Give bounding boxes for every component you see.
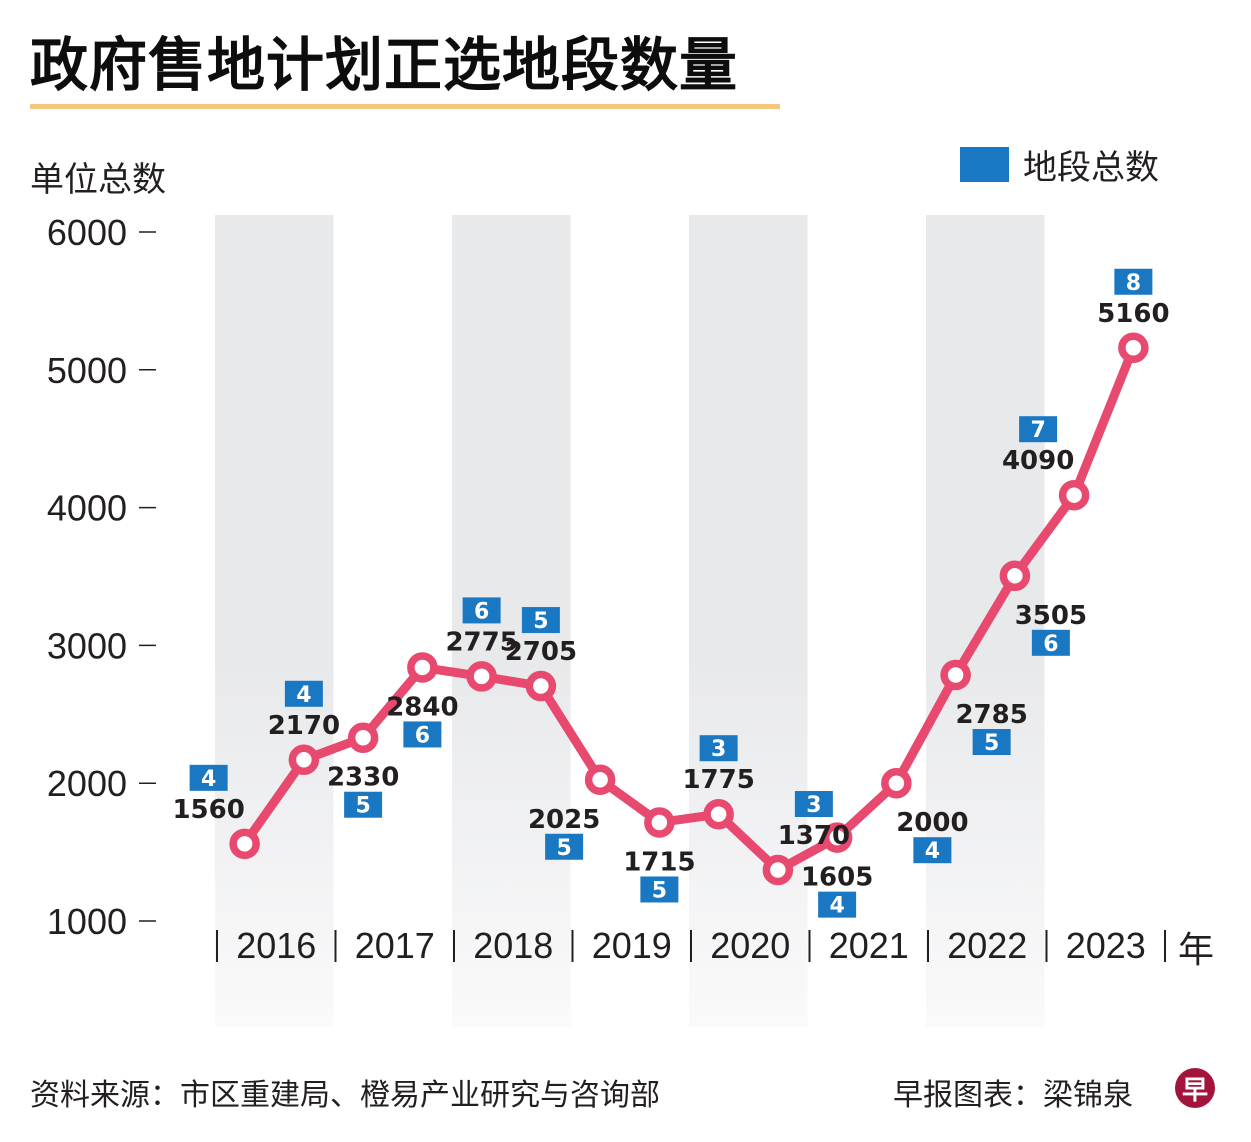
x-tick-label: 2023 bbox=[1066, 925, 1146, 966]
plots-badge bbox=[972, 729, 1011, 756]
plots-badge-label: 4 bbox=[296, 683, 311, 708]
year-band-2020 bbox=[689, 215, 808, 1027]
x-tick-label: 2017 bbox=[355, 925, 435, 966]
units-value-label: 1605 bbox=[801, 863, 873, 893]
plots-badge-label: 8 bbox=[1126, 271, 1141, 296]
data-point-marker bbox=[821, 822, 853, 853]
units-value-label: 2840 bbox=[386, 692, 458, 722]
legend: 地段总数 bbox=[960, 140, 1159, 189]
units-value-label: 2775 bbox=[445, 627, 517, 657]
plots-badge bbox=[545, 833, 584, 860]
plots-badge-label: 7 bbox=[1030, 418, 1045, 443]
source-note: 资料来源：市区重建局、橙易产业研究与咨询部 bbox=[30, 1078, 660, 1113]
y-tick-label: 4000 bbox=[47, 488, 127, 529]
title-underline bbox=[30, 104, 780, 109]
plots-badge bbox=[1019, 416, 1058, 443]
plots-badge-label: 4 bbox=[829, 894, 844, 919]
plots-badge-label: 3 bbox=[711, 737, 726, 762]
y-tick-label: 1000 bbox=[47, 901, 127, 942]
data-point-marker bbox=[584, 764, 616, 796]
units-value-label: 2000 bbox=[896, 808, 968, 838]
units-value-label: 3505 bbox=[1015, 601, 1087, 631]
units-value-label: 2025 bbox=[528, 805, 600, 835]
units-value-label: 2785 bbox=[955, 700, 1027, 730]
plots-badge bbox=[1031, 629, 1070, 656]
plots-badge-label: 5 bbox=[533, 609, 548, 634]
units-line bbox=[240, 343, 1138, 875]
data-point-marker bbox=[703, 798, 734, 830]
plots-badge bbox=[818, 891, 857, 918]
x-tick-label: 2022 bbox=[947, 925, 1027, 966]
data-point-marker bbox=[1118, 332, 1149, 364]
plots-badge bbox=[640, 876, 679, 903]
units-value-label: 1775 bbox=[682, 765, 754, 795]
plots-badge-label: 5 bbox=[652, 878, 667, 903]
units-value-label: 2330 bbox=[327, 763, 399, 793]
data-point-marker bbox=[407, 652, 438, 683]
data-point-marker bbox=[762, 854, 794, 886]
plots-badge bbox=[913, 837, 952, 864]
data-point-marker bbox=[940, 659, 971, 691]
plots-badge-label: 5 bbox=[556, 836, 571, 861]
x-tick-label: 2019 bbox=[592, 925, 672, 966]
plots-badge bbox=[403, 721, 442, 748]
data-point-marker bbox=[229, 828, 260, 860]
y-tick-label: 5000 bbox=[47, 350, 127, 391]
y-tick-label: 3000 bbox=[47, 625, 127, 666]
plots-badge bbox=[189, 764, 228, 791]
units-value-label: 2170 bbox=[268, 711, 340, 741]
data-point-marker bbox=[525, 670, 557, 702]
data-point-marker bbox=[881, 767, 912, 799]
x-tick-label: 2016 bbox=[236, 925, 316, 966]
plots-badge-label: 6 bbox=[415, 723, 430, 748]
units-value-label: 1560 bbox=[172, 795, 244, 825]
plots-badge bbox=[1114, 268, 1153, 295]
units-value-label: 4090 bbox=[1002, 446, 1074, 476]
units-value-label: 2705 bbox=[505, 637, 577, 667]
plots-badge-label: 3 bbox=[806, 793, 821, 818]
plots-badge-label: 5 bbox=[984, 731, 999, 756]
plots-badge bbox=[284, 680, 323, 707]
units-value-label: 5160 bbox=[1097, 299, 1169, 329]
chart-title: 政府售地计划正选地段数量 bbox=[30, 31, 739, 99]
plots-badge bbox=[521, 607, 560, 634]
plots-badge-label: 4 bbox=[925, 839, 940, 864]
x-tick-label: 2020 bbox=[710, 925, 790, 966]
data-point-marker bbox=[999, 560, 1031, 592]
zaobao-logo-icon: 早 bbox=[1175, 1068, 1215, 1108]
data-point-marker bbox=[288, 744, 320, 776]
plots-badge-label: 5 bbox=[355, 794, 370, 819]
plots-badge-label: 4 bbox=[201, 767, 216, 792]
x-axis-label: 年 bbox=[1178, 929, 1214, 970]
plots-badge-label: 6 bbox=[1043, 632, 1058, 657]
legend-label: 地段总数 bbox=[1023, 148, 1159, 188]
x-tick-label: 2021 bbox=[829, 925, 909, 966]
y-axis-label: 单位总数 bbox=[30, 160, 166, 200]
credit-note: 早报图表：梁锦泉 bbox=[893, 1078, 1133, 1113]
units-value-label: 1715 bbox=[623, 847, 695, 877]
plots-badge-label: 6 bbox=[474, 599, 489, 624]
plots-badge bbox=[699, 735, 738, 762]
y-tick-label: 6000 bbox=[47, 212, 127, 253]
plots-badge bbox=[344, 791, 383, 818]
x-tick-label: 2018 bbox=[473, 925, 553, 966]
year-band-2016 bbox=[215, 215, 334, 1027]
data-point-marker bbox=[1058, 479, 1090, 511]
y-tick-label: 2000 bbox=[47, 763, 127, 804]
data-point-marker bbox=[644, 807, 675, 838]
units-value-label: 1370 bbox=[778, 821, 850, 851]
legend-swatch bbox=[960, 147, 1009, 182]
data-point-marker bbox=[347, 722, 379, 753]
plots-badge bbox=[794, 791, 833, 818]
plots-badge bbox=[462, 597, 501, 624]
data-point-marker bbox=[466, 661, 497, 692]
